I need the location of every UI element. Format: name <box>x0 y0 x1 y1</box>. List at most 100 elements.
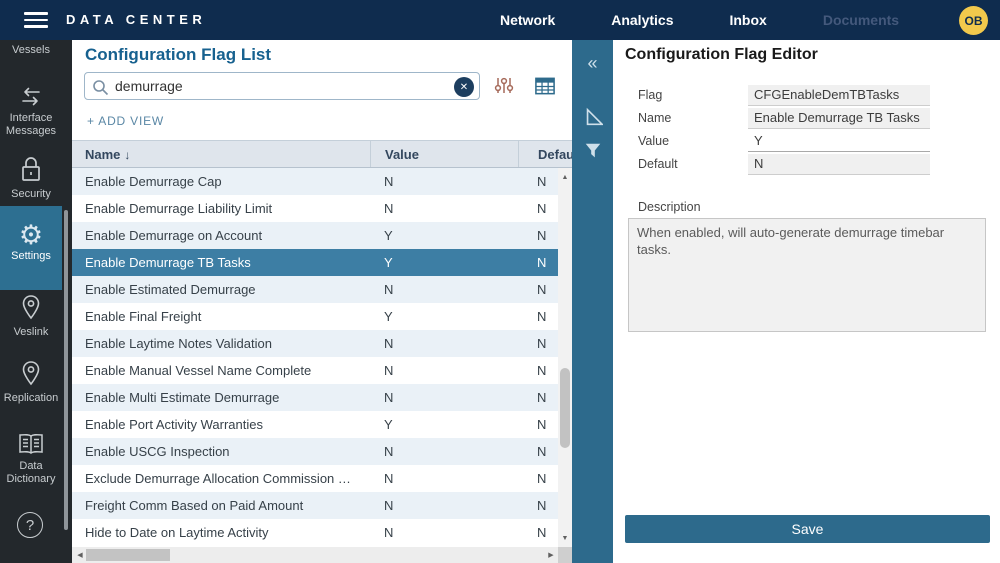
row-value-cell: N <box>370 363 518 378</box>
table-row[interactable]: Enable USCG InspectionNN <box>72 438 558 465</box>
nav-item-analytics[interactable]: Analytics <box>611 12 673 28</box>
gear-icon: ⚙ <box>0 220 62 250</box>
scroll-right-icon[interactable]: ▶ <box>544 547 558 563</box>
menu-icon[interactable] <box>24 12 48 28</box>
avatar[interactable]: OB <box>959 6 988 35</box>
column-header-value[interactable]: Value <box>370 141 518 167</box>
description-field[interactable]: When enabled, will auto-generate demurra… <box>628 218 986 332</box>
row-default-cell: N <box>518 390 558 405</box>
location-pin-icon <box>19 360 43 388</box>
nav-item-inbox[interactable]: Inbox <box>729 12 766 28</box>
scrollbar-corner <box>558 547 572 563</box>
row-value-cell: N <box>370 525 518 540</box>
table-row[interactable]: Enable Laytime Notes ValidationNN <box>72 330 558 357</box>
flag-table-body: Enable Demurrage CapNN Enable Demurrage L… <box>72 168 558 546</box>
search-input[interactable] <box>115 74 435 98</box>
table-row[interactable]: Exclude Demurrage Allocation Commission … <box>72 465 558 492</box>
row-default-cell: N <box>518 498 558 513</box>
field-row-default: Default N <box>638 154 988 175</box>
table-row[interactable]: Enable Port Activity WarrantiesYN <box>72 411 558 438</box>
row-default-cell: N <box>518 471 558 486</box>
row-value-cell: N <box>370 336 518 351</box>
select-tool-icon[interactable] <box>572 102 613 132</box>
editor-toolbar-strip: « <box>572 40 613 563</box>
table-row[interactable]: Enable Demurrage TB TasksYN <box>72 249 558 276</box>
flag-field: CFGEnableDemTBTasks <box>748 85 930 106</box>
row-value-cell: N <box>370 282 518 297</box>
scroll-down-icon[interactable]: ▼ <box>558 531 572 545</box>
collapse-panel-icon[interactable]: « <box>572 48 613 78</box>
row-name-cell: Enable USCG Inspection <box>72 444 370 459</box>
row-value-cell: Y <box>370 255 518 270</box>
configuration-flag-list-panel: Configuration Flag List ✕ + ADD VIEW Nam… <box>72 40 572 563</box>
table-row[interactable]: Enable Final FreightYN <box>72 303 558 330</box>
row-default-cell: N <box>518 309 558 324</box>
value-label: Value <box>638 134 669 148</box>
row-default-cell: N <box>518 201 558 216</box>
add-view-button[interactable]: + ADD VIEW <box>87 114 164 128</box>
clear-search-icon[interactable]: ✕ <box>454 77 474 97</box>
row-name-cell: Hide to Date on Laytime Activity <box>72 525 370 540</box>
default-field: N <box>748 154 930 175</box>
sidebar-item-data-dictionary[interactable]: Data Dictionary <box>0 432 62 486</box>
save-button[interactable]: Save <box>625 515 990 543</box>
row-default-cell: N <box>518 255 558 270</box>
row-name-cell: Enable Demurrage Liability Limit <box>72 201 370 216</box>
row-value-cell: N <box>370 174 518 189</box>
horizontal-scrollbar[interactable]: ◀ ▶ <box>72 547 572 563</box>
table-view-icon[interactable] <box>534 75 556 97</box>
row-value-cell: Y <box>370 228 518 243</box>
sidebar-item-settings[interactable]: ⚙ Settings <box>0 220 62 263</box>
filter-funnel-icon[interactable] <box>572 136 613 166</box>
row-value-cell: N <box>370 471 518 486</box>
scroll-left-icon[interactable]: ◀ <box>73 547 87 563</box>
sidebar-item-veslink[interactable]: Veslink <box>0 294 62 339</box>
top-navbar: DATA CENTER Network Analytics Inbox Docu… <box>0 0 1000 40</box>
row-default-cell: N <box>518 363 558 378</box>
horizontal-scrollbar-thumb[interactable] <box>86 549 170 561</box>
table-row[interactable]: Hide to Date on Laytime ActivityNN <box>72 519 558 546</box>
sidebar-item-replication[interactable]: Replication <box>0 360 62 405</box>
column-header-default[interactable]: Default <box>518 141 572 167</box>
table-row[interactable]: Freight Comm Based on Paid AmountNN <box>72 492 558 519</box>
table-row[interactable]: Enable Demurrage on AccountYN <box>72 222 558 249</box>
table-row[interactable]: Enable Estimated DemurrageNN <box>72 276 558 303</box>
sidebar-scrollbar[interactable] <box>64 210 68 530</box>
search-icon <box>92 79 109 96</box>
column-header-name[interactable]: Name↓ <box>72 147 370 162</box>
vertical-scrollbar-thumb[interactable] <box>560 368 570 448</box>
nav-item-documents: Documents <box>823 12 899 28</box>
row-default-cell: N <box>518 444 558 459</box>
scroll-up-icon[interactable]: ▲ <box>558 170 572 184</box>
row-default-cell: N <box>518 336 558 351</box>
filter-sliders-icon[interactable] <box>493 75 515 97</box>
description-label: Description <box>638 200 701 214</box>
table-row[interactable]: Enable Demurrage CapNN <box>72 168 558 195</box>
row-name-cell: Enable Estimated Demurrage <box>72 282 370 297</box>
sidebar-item-vessels[interactable]: Vessels <box>0 44 62 57</box>
sidebar-item-security[interactable]: Security <box>0 154 62 201</box>
value-field[interactable]: Y <box>748 131 930 152</box>
field-row-value: Value Y <box>638 131 988 152</box>
row-value-cell: N <box>370 498 518 513</box>
lock-icon <box>18 154 44 184</box>
table-row[interactable]: Enable Multi Estimate DemurrageNN <box>72 384 558 411</box>
row-name-cell: Enable Multi Estimate Demurrage <box>72 390 370 405</box>
configuration-flag-editor-panel: Configuration Flag Editor Flag CFGEnable… <box>613 40 1000 563</box>
table-row[interactable]: Enable Demurrage Liability LimitNN <box>72 195 558 222</box>
search-box: ✕ <box>84 72 480 100</box>
sidebar-item-interface-messages[interactable]: Interface Messages <box>0 86 62 138</box>
row-name-cell: Freight Comm Based on Paid Amount <box>72 498 370 513</box>
table-row[interactable]: Enable Manual Vessel Name CompleteNN <box>72 357 558 384</box>
nav-item-network[interactable]: Network <box>500 12 555 28</box>
row-value-cell: N <box>370 390 518 405</box>
list-panel-title: Configuration Flag List <box>85 45 271 65</box>
editor-panel-title: Configuration Flag Editor <box>625 46 818 64</box>
row-default-cell: N <box>518 525 558 540</box>
vertical-scrollbar[interactable]: ▲ ▼ <box>558 168 572 547</box>
row-name-cell: Enable Laytime Notes Validation <box>72 336 370 351</box>
row-name-cell: Enable Demurrage TB Tasks <box>72 255 370 270</box>
sidebar-item-help[interactable]: ? <box>0 512 62 540</box>
book-icon <box>16 432 46 456</box>
row-default-cell: N <box>518 417 558 432</box>
